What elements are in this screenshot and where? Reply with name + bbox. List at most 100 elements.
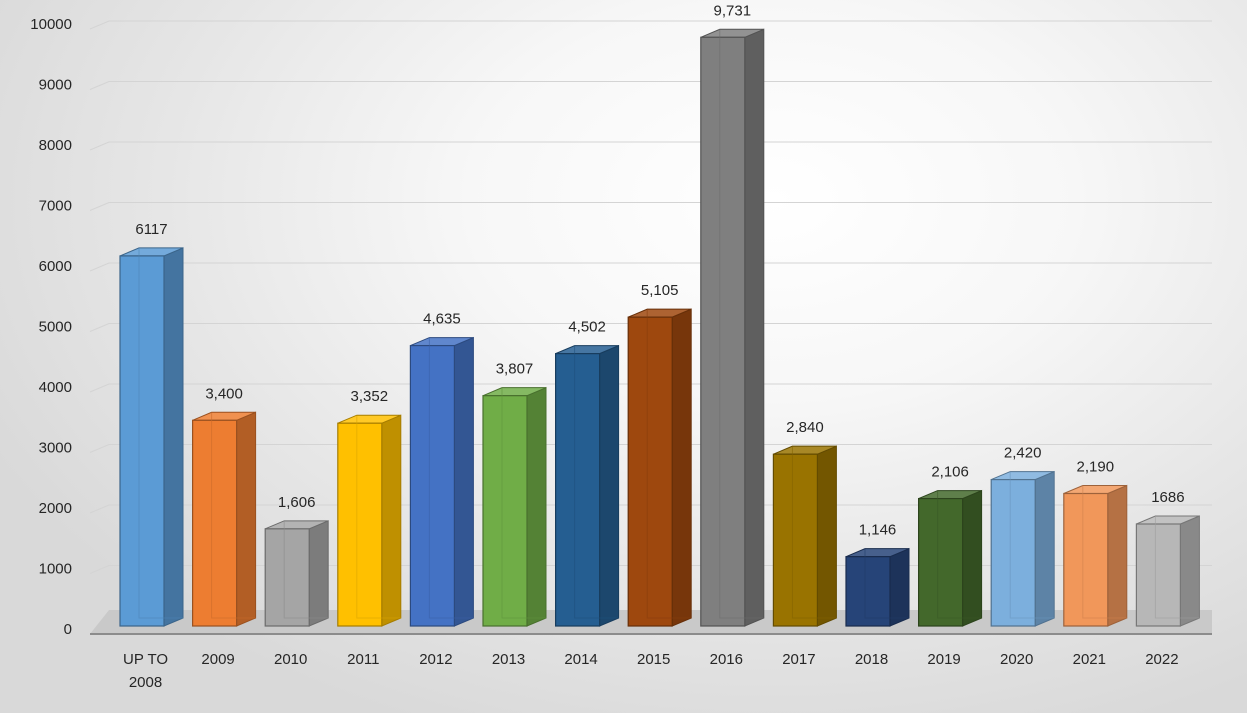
- x-tick-label: 2021: [1073, 651, 1106, 668]
- bar-front: [700, 36, 746, 627]
- bar-side: [599, 344, 620, 627]
- bar-front: [554, 353, 601, 627]
- bar-edge: [1082, 485, 1127, 619]
- bar: [192, 411, 257, 627]
- y-tick-label: 0: [64, 621, 72, 638]
- x-tick-label: 2011: [347, 651, 379, 668]
- gridline: [89, 141, 1212, 151]
- bar-edge: [211, 412, 256, 619]
- x-tick-label: 2022: [1145, 651, 1178, 668]
- bar: [337, 414, 402, 627]
- bar-front: [627, 316, 673, 627]
- bar-front: [917, 497, 964, 627]
- data-labels: 6117 3,400 1,606 3,352 4,635 3,807 4,502 5,105 9…: [135, 2, 1184, 538]
- bar-edge: [791, 446, 837, 619]
- bar-front: [119, 255, 165, 627]
- data-label: 9,731: [714, 2, 752, 19]
- x-tick-label: 2012: [419, 651, 452, 668]
- bar: [772, 445, 837, 627]
- bar-front: [409, 344, 455, 627]
- bar: [264, 520, 329, 627]
- bar: [1063, 484, 1128, 627]
- gridline: [89, 504, 1212, 514]
- bar-side: [308, 520, 329, 627]
- bar-edge: [356, 415, 401, 619]
- gridline: [89, 20, 1212, 30]
- y-tick-label: 4000: [39, 379, 72, 396]
- y-tick-label: 10000: [30, 16, 72, 33]
- x-tick-label: 2018: [855, 651, 888, 668]
- data-label: 3,807: [496, 361, 534, 378]
- data-label: 4,502: [568, 319, 606, 336]
- bar: [119, 247, 184, 627]
- y-tick-label: 9000: [39, 77, 72, 94]
- bar-edge: [1154, 515, 1200, 619]
- gridline: [89, 202, 1212, 211]
- data-label: 2,420: [1004, 445, 1042, 462]
- bar-edge: [428, 337, 474, 619]
- data-label: 2,840: [786, 419, 824, 436]
- data-label: 1686: [1151, 489, 1184, 506]
- bar-front: [845, 556, 891, 627]
- bar: [482, 386, 547, 627]
- bar-edge: [501, 387, 546, 619]
- y-axis: 0 1000 2000 3000 4000 5000 6000 7000 8000 9000 100…: [30, 16, 72, 638]
- bars: [119, 28, 1200, 627]
- bar-front: [1135, 523, 1182, 627]
- bar-edge: [719, 29, 764, 619]
- data-label: 4,635: [423, 311, 461, 328]
- bar-front: [337, 422, 383, 627]
- x-tick-label: 2013: [492, 651, 525, 668]
- bar: [700, 28, 765, 627]
- bar-front: [192, 419, 238, 627]
- x-tick-label: 2014: [564, 651, 597, 668]
- data-label: 3,400: [205, 385, 243, 402]
- gridline: [89, 323, 1212, 332]
- data-label: 1,146: [859, 522, 897, 539]
- x-tick-label: 2016: [710, 651, 743, 668]
- x-tick-label: 2019: [927, 651, 960, 668]
- x-tick-label: UP TO 2008: [123, 651, 168, 691]
- bar-edge: [574, 345, 619, 619]
- gridline: [89, 444, 1212, 453]
- y-tick-label: 2000: [39, 500, 72, 517]
- bar-side: [744, 28, 765, 627]
- bar-edge: [1009, 471, 1055, 619]
- bar-front: [482, 395, 528, 627]
- bar: [554, 344, 620, 627]
- y-tick-label: 6000: [39, 258, 72, 275]
- y-tick-label: 1000: [39, 561, 72, 578]
- x-tick-label: 2015: [637, 651, 670, 668]
- bar-edge: [283, 520, 329, 619]
- gridline: [89, 383, 1212, 393]
- bar-side: [163, 247, 184, 627]
- x-tick-label: 2020: [1000, 651, 1033, 668]
- bar: [1135, 515, 1200, 627]
- bar-side: [1179, 515, 1200, 627]
- data-label: 2,106: [931, 464, 969, 481]
- bar-front: [264, 528, 310, 627]
- x-axis: UP TO 2008 2009 2010 2011 2012 2013 2014 2015 201…: [123, 651, 1179, 691]
- bar-side: [889, 547, 910, 627]
- bar-side: [236, 411, 257, 627]
- x-tick-label: 2009: [201, 651, 234, 668]
- bar-front: [990, 478, 1036, 627]
- y-tick-label: 8000: [39, 137, 72, 154]
- data-label: 5,105: [641, 282, 679, 299]
- bar-side: [1034, 470, 1055, 627]
- bar-side: [1107, 484, 1128, 627]
- bar-edge: [864, 548, 909, 619]
- x-tick-label: 2017: [782, 651, 815, 668]
- bar-edge: [937, 490, 982, 619]
- bar-side: [816, 445, 837, 627]
- bar-side: [962, 489, 983, 627]
- bar: [917, 489, 983, 627]
- bar-side: [381, 414, 402, 627]
- bar-side: [526, 386, 547, 627]
- data-label: 3,352: [351, 388, 389, 405]
- y-tick-label: 3000: [39, 440, 72, 457]
- bar-side: [453, 336, 474, 627]
- data-label: 1,606: [278, 494, 316, 511]
- gridlines: [89, 20, 1212, 574]
